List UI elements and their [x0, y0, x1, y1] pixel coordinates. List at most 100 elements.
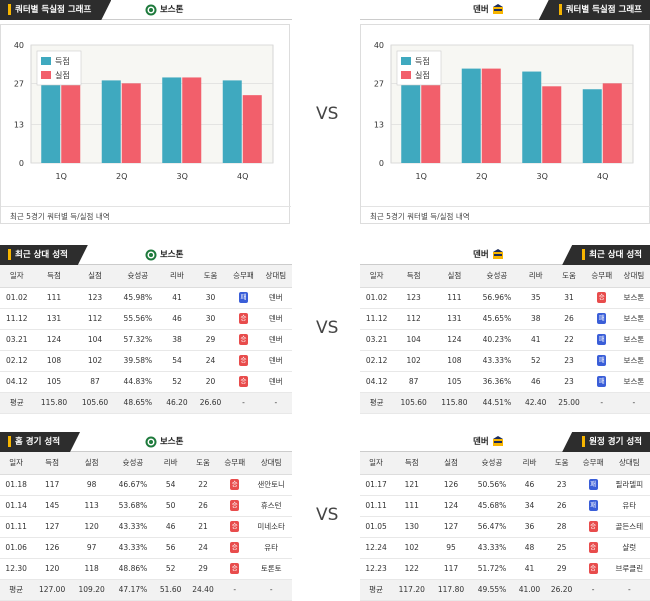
table-header-row: 일자 득점 실점 슛성공 리바 도움 승무패 상대팀	[0, 452, 292, 475]
cell-opponent: 덴버	[259, 287, 292, 309]
bar-score	[401, 71, 421, 163]
column-header-fg-pct: 슛성공	[111, 452, 155, 475]
cell-date: 12.30	[0, 558, 33, 580]
cell-score: 111	[33, 287, 75, 309]
column-header-score: 득점	[392, 452, 432, 475]
table-header-row: 일자 득점 실점 슛성공 리바 도움 승무패 상대팀	[360, 265, 650, 288]
cell-assists: 25	[545, 537, 578, 559]
denver-logo-icon	[492, 435, 503, 446]
table-row: 02.12 108 102 39.58% 54 24 승 덴버	[0, 350, 292, 372]
cell-result: 승	[219, 495, 251, 517]
cell-result: 패	[585, 371, 618, 393]
avg-cell-score: 117.20	[392, 579, 432, 601]
cell-fg-pct: 55.56%	[115, 308, 161, 330]
avg-cell-result: -	[219, 579, 251, 601]
result-badge: 승	[230, 479, 240, 490]
cell-allowed: 117	[431, 558, 471, 580]
cell-opponent: 보스톤	[617, 350, 650, 372]
x-tick-label: 1Q	[56, 172, 67, 181]
legend-label: 득점	[415, 56, 430, 66]
avg-cell-result: -	[577, 579, 609, 601]
cell-rebounds: 41	[513, 558, 546, 580]
table-row: 12.24 102 95 43.33% 48 25 승 샬럿	[360, 537, 650, 559]
cell-fg-pct: 45.98%	[115, 287, 161, 309]
home-left-tag: 홈 경기 성적	[0, 432, 80, 452]
avg-cell-fg-pct: 48.65%	[115, 392, 161, 414]
table-row: 03.21 104 124 40.23% 41 22 패 보스톤	[360, 329, 650, 351]
cell-fg-pct: 53.68%	[111, 495, 155, 517]
cell-score: 105	[33, 371, 75, 393]
cell-assists: 24	[186, 537, 220, 559]
result-badge: 승	[230, 521, 240, 532]
bar-score	[162, 77, 182, 163]
cell-date: 01.17	[360, 474, 393, 496]
cell-date: 01.05	[360, 516, 393, 538]
x-tick-label: 4Q	[237, 172, 248, 181]
column-header-date: 일자	[0, 265, 34, 288]
cell-date: 04.12	[0, 371, 34, 393]
cell-result: 승	[227, 308, 260, 330]
cell-result: 승	[227, 371, 260, 393]
cell-fg-pct: 50.56%	[470, 474, 514, 496]
cell-score: 131	[33, 308, 75, 330]
left-chart-panel: 쿼터별 득실점 그래프 보스톤 0 13 27 40 1Q 2Q 3Q 4Q 득점 실점 최근 5…	[0, 0, 292, 224]
avg-cell-result: -	[585, 392, 618, 414]
cell-assists: 30	[193, 308, 228, 330]
column-header-date: 일자	[360, 452, 393, 475]
section-title: 원정 경기 성적	[589, 437, 642, 447]
legend-swatch	[401, 57, 411, 65]
cell-rebounds: 46	[154, 516, 187, 538]
denver-logo-icon	[492, 3, 503, 14]
cell-result: 승	[577, 537, 609, 559]
legend-box	[396, 50, 442, 86]
boston-logo-icon	[145, 249, 157, 260]
avg-cell-rebounds: 41.00	[513, 579, 546, 601]
cell-allowed: 98	[71, 474, 112, 496]
bar-score	[222, 80, 242, 163]
team-name: 보스톤	[159, 437, 184, 447]
cell-allowed: 102	[74, 350, 116, 372]
bar-allowed	[61, 77, 81, 163]
h2h-left-team: 보스톤	[145, 245, 183, 265]
avg-cell-assists: 26.60	[193, 392, 228, 414]
cell-assists: 21	[186, 516, 220, 538]
column-header-rebounds: 리바	[154, 452, 187, 475]
cell-result: 승	[219, 516, 251, 538]
cell-rebounds: 52	[154, 558, 187, 580]
result-badge: 패	[238, 292, 248, 303]
cell-rebounds: 36	[513, 516, 546, 538]
vs-label-3: VS	[316, 505, 339, 525]
result-badge: 승	[238, 355, 248, 366]
right-chart-box: 0 13 27 40 1Q 2Q 3Q 4Q 득점 실점 최근 5경기 쿼터별 득/실점 내역	[360, 24, 650, 224]
cell-opponent: 보스톤	[617, 287, 650, 309]
result-badge: 승	[588, 542, 598, 553]
cell-allowed: 97	[71, 537, 112, 559]
result-badge: 패	[588, 500, 598, 511]
cell-score: 111	[392, 495, 432, 517]
cell-score: 121	[392, 474, 432, 496]
bar-allowed	[242, 95, 262, 163]
cell-rebounds: 50	[154, 495, 187, 517]
cell-score: 102	[392, 537, 432, 559]
avg-cell-date: 평균	[0, 392, 34, 414]
cell-date: 03.21	[0, 329, 34, 351]
x-tick-label: 2Q	[476, 172, 487, 181]
team-name: 덴버	[473, 437, 489, 447]
cell-result: 패	[585, 308, 618, 330]
cell-opponent: 덴버	[259, 371, 292, 393]
cell-opponent: 샌안토니	[250, 474, 292, 496]
cell-opponent: 보스톤	[617, 329, 650, 351]
cell-result: 승	[577, 558, 609, 580]
column-header-date: 일자	[0, 452, 33, 475]
cell-rebounds: 52	[519, 350, 553, 372]
y-tick-label: 0	[19, 159, 24, 168]
section-title: 홈 경기 성적	[15, 437, 61, 447]
average-row: 평균 117.20 117.80 49.55% 41.00 26.20- -	[360, 579, 650, 601]
cell-date: 01.11	[360, 495, 393, 517]
right-chart-header: 덴버 쿼터별 득실점 그래프	[360, 0, 650, 20]
h2h-right-table: 일자 득점 실점 슛성공 리바 도움 승무패 상대팀 01.02 123 111 56.96% 35 31…	[360, 265, 650, 414]
table-row: 01.02 123 111 56.96% 35 31 승 보스톤	[360, 287, 650, 309]
y-tick-label: 13	[374, 121, 384, 130]
